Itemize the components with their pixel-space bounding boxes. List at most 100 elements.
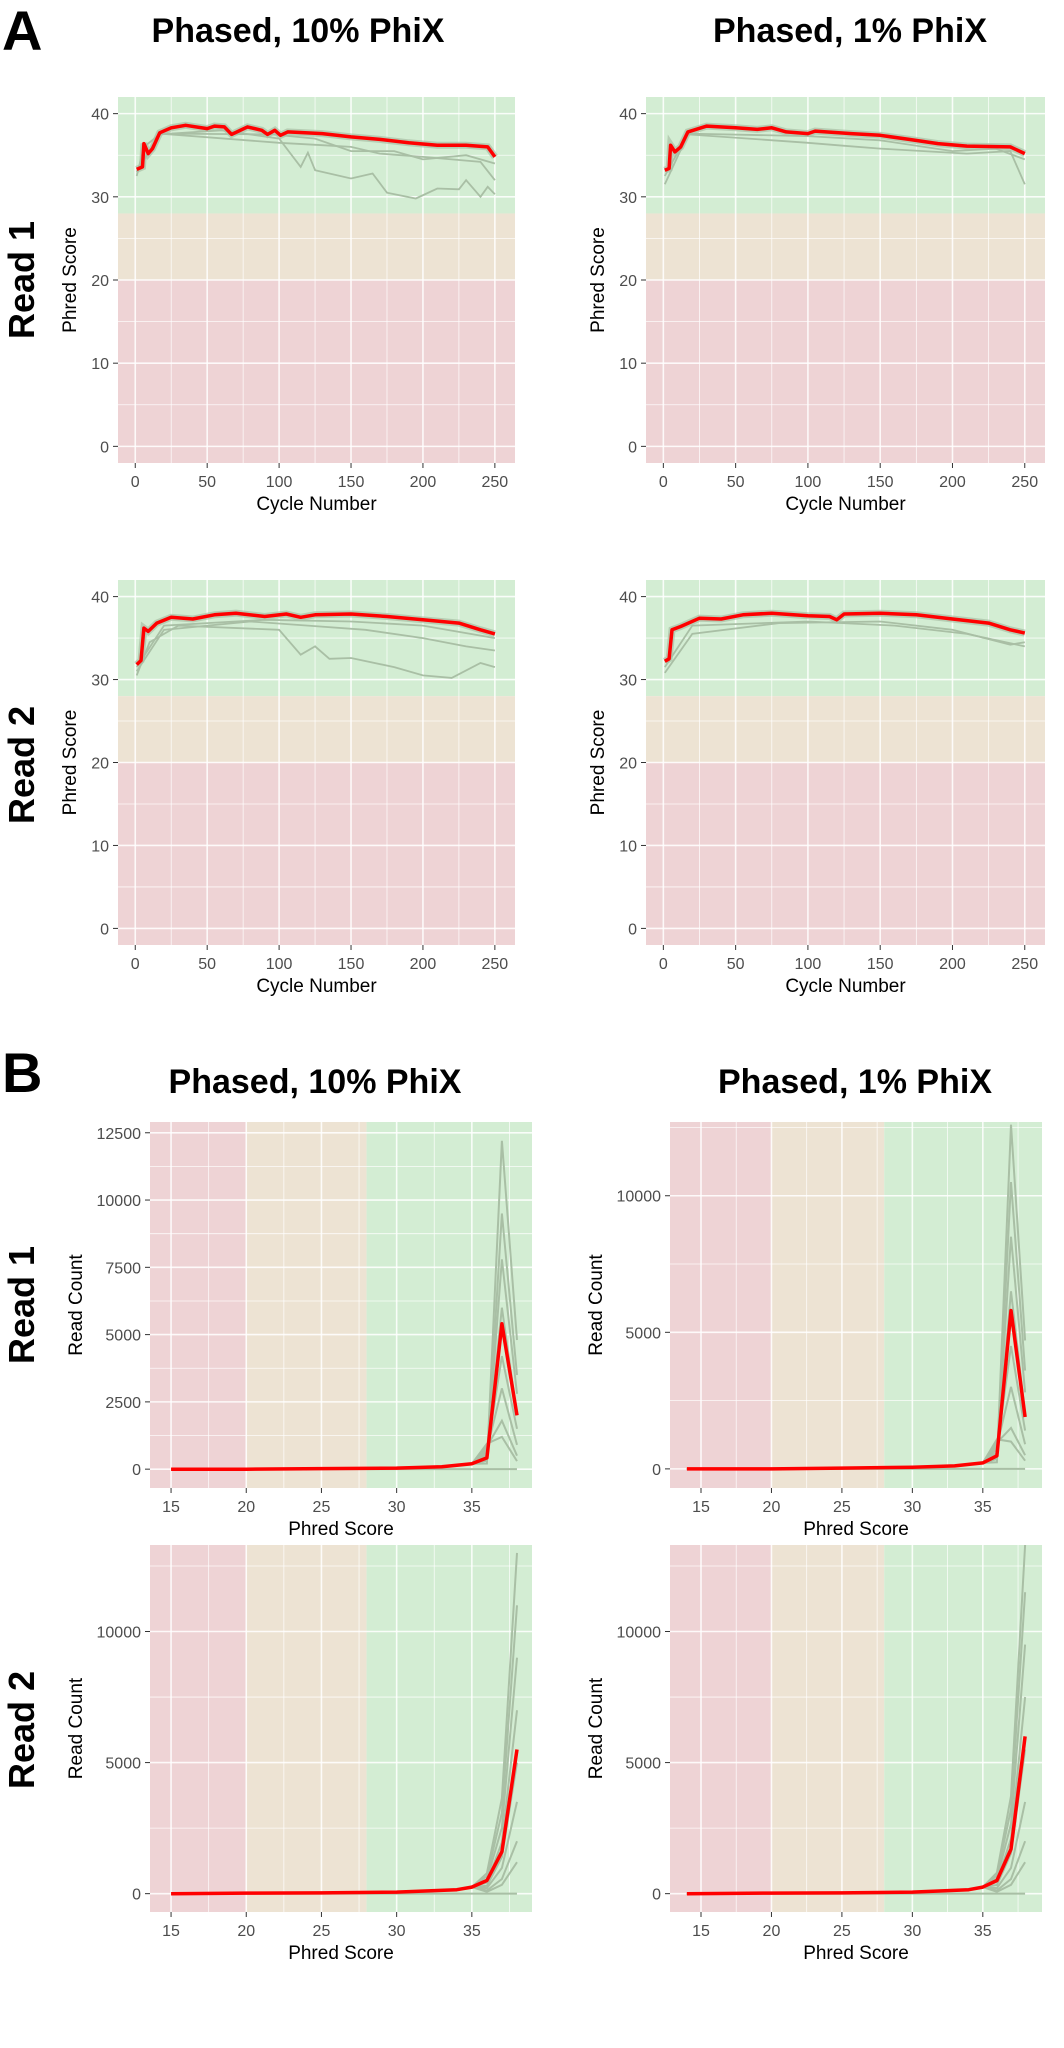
y-tick-label: 0 xyxy=(132,1887,141,1904)
x-tick-label: 150 xyxy=(338,474,365,491)
x-tick-label: 15 xyxy=(162,1499,180,1516)
x-tick-label: 20 xyxy=(763,1923,781,1940)
column-title-b-left: Phased, 10% PhiX xyxy=(169,1063,462,1101)
x-tick-label: 35 xyxy=(463,1923,481,1940)
sample-line xyxy=(135,618,496,668)
panel-letter-b: B xyxy=(2,1041,42,1104)
mean-line xyxy=(686,1308,1027,1471)
y-tick-label: 40 xyxy=(91,107,109,124)
y-tick-label: 20 xyxy=(91,756,109,773)
x-axis-title: Cycle Number xyxy=(785,976,906,997)
x-tick-label: 20 xyxy=(237,1499,255,1516)
y-tick-label: 10000 xyxy=(617,1189,662,1206)
x-tick-label: 250 xyxy=(1011,474,1038,491)
y-tick-label: 10000 xyxy=(97,1625,142,1642)
x-tick-label: 50 xyxy=(198,474,216,491)
x-tick-label: 150 xyxy=(867,474,894,491)
y-tick-label: 20 xyxy=(619,756,637,773)
x-tick-label: 20 xyxy=(237,1923,255,1940)
x-tick-label: 35 xyxy=(974,1499,992,1516)
mean-line xyxy=(686,1736,1027,1896)
y-axis-title: Phred Score xyxy=(588,710,609,816)
x-axis-title: Phred Score xyxy=(288,1943,394,1964)
y-tick-label: 0 xyxy=(100,921,109,938)
mean-line xyxy=(136,123,497,172)
y-axis-title: Read Count xyxy=(586,1254,607,1356)
plot-b-5: 15 20 25 30 35 0 5000 10000 Phred Score Read Coun… xyxy=(586,1122,1042,1540)
x-tick-label: 100 xyxy=(795,956,822,973)
y-tick-label: 10 xyxy=(91,356,109,373)
y-tick-label: 20 xyxy=(619,273,637,290)
x-tick-label: 0 xyxy=(659,956,668,973)
x-axis-title: Cycle Number xyxy=(256,494,377,515)
mean-line xyxy=(664,124,1026,172)
y-tick-label: 0 xyxy=(628,439,637,456)
y-axis-title: Phred Score xyxy=(588,227,609,333)
x-tick-label: 100 xyxy=(266,956,293,973)
y-tick-label: 30 xyxy=(91,673,109,690)
x-tick-label: 50 xyxy=(198,956,216,973)
band-warn xyxy=(646,213,1045,280)
column-title-a-right: Phased, 1% PhiX xyxy=(713,12,987,50)
plot-a-2: 0 50 100 150 200 250 0 10 20 30 40 Cycle Number Phre… xyxy=(60,580,515,997)
y-tick-label: 5000 xyxy=(625,1756,661,1773)
sample-line xyxy=(664,620,1025,668)
band-warn xyxy=(646,696,1045,763)
plot-a-3: 0 50 100 150 200 250 0 10 20 30 40 Cycle Number Phre… xyxy=(588,580,1045,997)
x-tick-label: 0 xyxy=(131,474,140,491)
band-bad xyxy=(646,280,1045,463)
x-tick-label: 200 xyxy=(939,956,966,973)
x-tick-label: 25 xyxy=(833,1923,851,1940)
band-bad xyxy=(646,762,1045,945)
y-tick-label: 0 xyxy=(628,921,637,938)
band-warn xyxy=(118,696,515,763)
x-axis-title: Cycle Number xyxy=(785,494,906,515)
x-tick-label: 25 xyxy=(833,1499,851,1516)
x-tick-label: 50 xyxy=(727,474,745,491)
sample-line xyxy=(135,620,496,672)
sample-line xyxy=(663,133,1026,185)
y-axis-title: Read Count xyxy=(66,1677,87,1779)
y-tick-label: 30 xyxy=(91,190,109,207)
y-tick-label: 10000 xyxy=(617,1625,662,1642)
y-tick-label: 12500 xyxy=(97,1126,142,1143)
y-axis-title: Read Count xyxy=(66,1254,87,1356)
y-tick-label: 40 xyxy=(619,107,637,124)
x-tick-label: 250 xyxy=(482,474,509,491)
band-warn xyxy=(246,1545,367,1912)
band-bad xyxy=(670,1545,772,1912)
x-tick-label: 30 xyxy=(903,1499,921,1516)
mean-line xyxy=(663,611,1026,663)
x-tick-label: 35 xyxy=(974,1923,992,1940)
y-tick-label: 0 xyxy=(652,1462,661,1479)
y-tick-label: 30 xyxy=(619,673,637,690)
y-tick-label: 0 xyxy=(652,1887,661,1904)
y-tick-label: 40 xyxy=(619,590,637,607)
y-tick-label: 0 xyxy=(132,1462,141,1479)
y-tick-label: 5000 xyxy=(105,1756,141,1773)
plot-b-4: 15 20 25 30 35 0 2500 5000 7500 10000 12500 Phred S… xyxy=(66,1122,532,1540)
band-warn xyxy=(118,213,515,280)
x-tick-label: 100 xyxy=(266,474,293,491)
sample-line xyxy=(664,620,1025,674)
mean-line xyxy=(171,1322,519,1471)
sample-line xyxy=(135,132,496,181)
column-title-a-left: Phased, 10% PhiX xyxy=(152,12,445,50)
band-bad xyxy=(150,1122,247,1488)
y-axis-title: Phred Score xyxy=(60,227,81,333)
plot-b-6: 15 20 25 30 35 0 5000 10000 Phred Score Read Coun… xyxy=(66,1545,532,1964)
x-tick-label: 200 xyxy=(939,474,966,491)
band-bad xyxy=(118,280,515,463)
plot-b-7: 15 20 25 30 35 0 5000 10000 Phred Score Read Coun… xyxy=(586,1544,1042,1964)
y-tick-label: 5000 xyxy=(105,1328,141,1345)
y-tick-label: 30 xyxy=(619,190,637,207)
y-tick-label: 10000 xyxy=(97,1193,142,1210)
x-tick-label: 30 xyxy=(903,1923,921,1940)
x-tick-label: 30 xyxy=(388,1923,406,1940)
x-axis-title: Phred Score xyxy=(288,1519,394,1540)
y-tick-label: 40 xyxy=(91,590,109,607)
x-tick-label: 25 xyxy=(313,1499,331,1516)
x-tick-label: 15 xyxy=(162,1923,180,1940)
x-tick-label: 0 xyxy=(659,474,668,491)
